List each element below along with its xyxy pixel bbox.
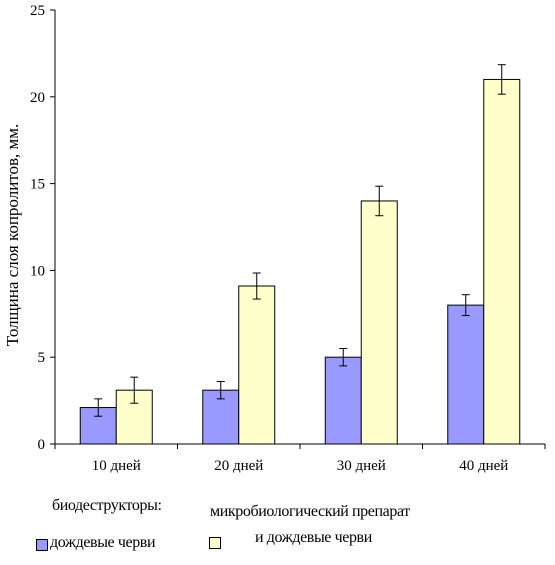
- y-tick-label: 5: [38, 350, 46, 366]
- x-tick-label: 40 дней: [459, 458, 508, 474]
- bar: [238, 285, 276, 445]
- chart-labels: 0 5 10 15 20 25 10 дней 20 дней 30 дней 40 дней: [30, 3, 508, 474]
- y-tick-label: 15: [30, 177, 45, 193]
- x-tick-label: 30 дней: [337, 458, 386, 474]
- y-tick-label: 10: [30, 263, 45, 279]
- x-tick-label: 10 дней: [92, 458, 141, 474]
- chart-bars: [79, 64, 521, 445]
- bar: [447, 304, 485, 445]
- bar: [360, 200, 398, 445]
- x-tick-label: 20 дней: [214, 458, 263, 474]
- bar: [483, 78, 521, 445]
- y-axis-title: Толщина слоя копролитов, мм.: [3, 124, 22, 347]
- bar: [324, 356, 362, 445]
- y-tick-label: 0: [38, 437, 46, 453]
- y-tick-label: 25: [30, 3, 45, 19]
- y-tick-label: 20: [30, 90, 45, 106]
